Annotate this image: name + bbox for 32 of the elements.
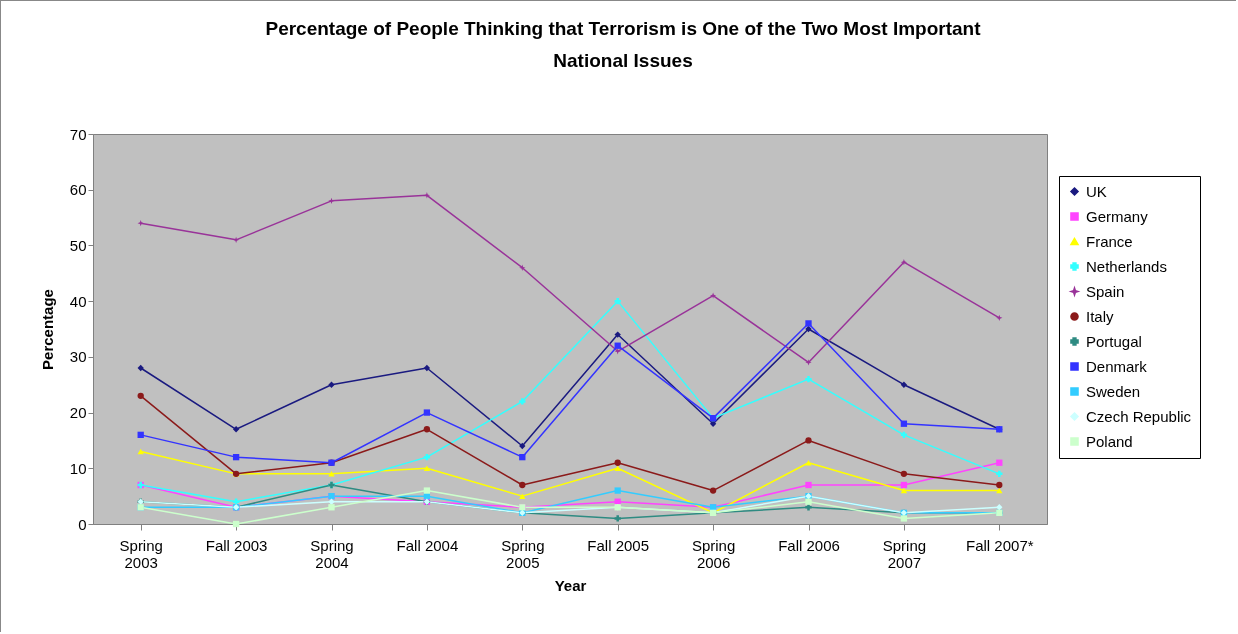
- x-axis-title: Year: [554, 576, 587, 594]
- y-tick-label: 40: [69, 292, 87, 310]
- y-tick-label: 30: [69, 348, 87, 366]
- legend-label: Spain: [1086, 282, 1125, 300]
- legend-label: Sweden: [1086, 382, 1141, 400]
- y-axis-title: Percentage: [38, 289, 56, 370]
- y-tick-label: 70: [69, 125, 87, 143]
- y-tick-label: 20: [69, 404, 87, 422]
- legend-label: Czech Republic: [1086, 407, 1192, 425]
- y-tick-label: 50: [69, 236, 87, 254]
- x-tick-label: Spring 2004: [310, 536, 354, 571]
- x-tick-label: Fall 2006: [778, 536, 840, 554]
- legend-label: Poland: [1086, 432, 1133, 450]
- y-tick-label: 10: [69, 459, 87, 477]
- x-tick-label: Fall 2005: [587, 536, 650, 554]
- x-tick-label: Fall 2007*: [966, 536, 1034, 554]
- y-tick-label: 0: [78, 515, 87, 533]
- legend-label: Germany: [1086, 207, 1149, 225]
- x-tick-label: Spring 2006: [691, 536, 736, 571]
- x-tick-label: Fall 2004: [396, 536, 459, 554]
- legend-label: UK: [1086, 182, 1107, 200]
- x-tick-label: Spring 2007: [882, 536, 927, 571]
- x-tick-label: Spring 2003: [119, 536, 163, 571]
- y-tick-label: 60: [69, 181, 87, 199]
- x-tick-label: Spring 2005: [501, 536, 545, 571]
- legend-label: Netherlands: [1086, 257, 1167, 275]
- x-tick-label: Fall 2003: [205, 536, 268, 554]
- legend-label: France: [1086, 232, 1133, 250]
- legend-label: Portugal: [1086, 332, 1142, 350]
- legend-label: Denmark: [1086, 357, 1148, 375]
- chart-title: Percentage of People Thinking that Terrorism is One of the Two Most Important National Issues: [265, 18, 982, 71]
- legend-label: Italy: [1086, 307, 1115, 325]
